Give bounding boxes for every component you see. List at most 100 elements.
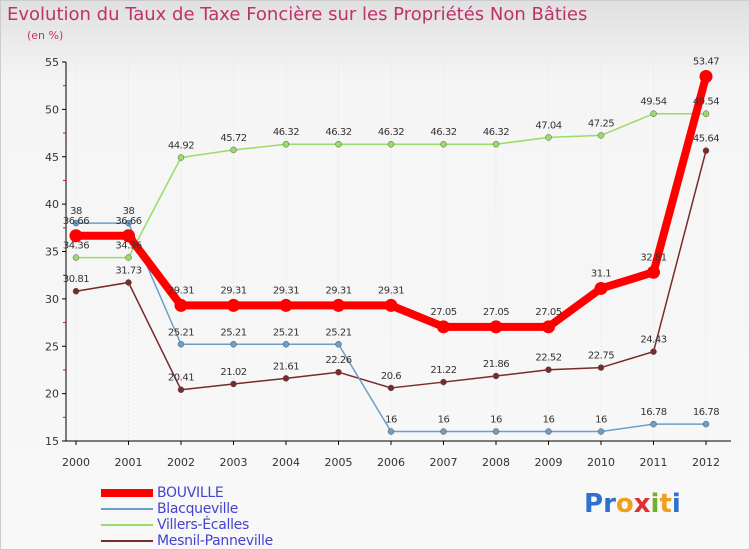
- point-bouville: [437, 320, 450, 334]
- data-label-blacqueville: 16: [490, 415, 502, 426]
- point-blacqueville: [387, 428, 395, 435]
- point-blacqueville: [282, 341, 290, 348]
- data-label-bouville: 53.47: [693, 56, 719, 67]
- point-mesnil: [492, 372, 500, 380]
- point-mesnil: [72, 287, 80, 295]
- point-blacqueville: [440, 428, 447, 435]
- y-tick-label: 45: [45, 151, 59, 164]
- data-label-mesnil: 22.52: [535, 353, 561, 364]
- point-villers: [230, 146, 237, 154]
- data-label-mesnil: 30.81: [63, 274, 89, 285]
- logo-letter: o: [615, 489, 634, 519]
- data-label-blacqueville: 38: [123, 206, 135, 217]
- data-label-mesnil: 20.6: [381, 371, 401, 382]
- logo-letter: r: [603, 489, 616, 519]
- data-label-bouville: 31.1: [591, 268, 611, 279]
- data-label-blacqueville: 16: [543, 415, 555, 426]
- data-label-bouville: 36.66: [115, 216, 141, 227]
- point-mesnil: [597, 364, 605, 371]
- data-label-blacqueville: 16: [385, 415, 397, 426]
- data-label-blacqueville: 16: [438, 415, 450, 426]
- data-label-villers: 46.32: [325, 127, 351, 138]
- point-blacqueville: [335, 341, 342, 348]
- point-mesnil: [125, 279, 132, 286]
- point-bouville: [647, 265, 660, 279]
- x-tick-label: 2002: [167, 456, 195, 469]
- point-villers: [440, 140, 447, 148]
- legend-label-bouville: BOUVILLE: [157, 485, 224, 501]
- legend-swatch-villers: [101, 524, 153, 526]
- x-tick-label: 2007: [430, 456, 458, 469]
- data-label-bouville: 36.66: [63, 216, 89, 227]
- data-label-mesnil: 22.75: [588, 351, 614, 362]
- logo-letter: t: [659, 489, 672, 519]
- data-label-villers: 47.25: [588, 118, 614, 129]
- x-tick-label: 2008: [482, 456, 510, 469]
- point-bouville: [699, 69, 713, 83]
- point-mesnil: [230, 380, 237, 388]
- point-villers: [177, 154, 185, 161]
- point-blacqueville: [545, 428, 552, 435]
- data-label-mesnil: 24.43: [640, 335, 666, 346]
- point-villers: [72, 254, 80, 261]
- chart-title: Evolution du Taux de Taxe Foncière sur l…: [7, 4, 588, 25]
- data-label-villers: 46.32: [273, 127, 299, 138]
- data-label-mesnil: 21.02: [220, 367, 246, 378]
- x-tick-label: 2010: [587, 456, 615, 469]
- point-mesnil: [702, 147, 710, 154]
- data-label-mesnil: 21.86: [483, 359, 509, 370]
- point-villers: [335, 140, 342, 148]
- point-blacqueville: [72, 219, 80, 227]
- legend-label-blacqueville: Blacqueville: [157, 501, 239, 517]
- series-layer: [69, 69, 713, 435]
- point-blacqueville: [650, 420, 657, 428]
- point-blacqueville: [492, 428, 500, 435]
- point-bouville: [332, 298, 345, 312]
- y-tick-label: 25: [45, 340, 59, 353]
- legend-label-villers: Villers-Écalles: [157, 517, 249, 533]
- data-label-bouville: 29.31: [325, 285, 351, 296]
- logo-letter: P: [584, 489, 604, 519]
- data-label-layer: 36.66 36.66 29.31 29.31 29.31 29.31 29.31 27.05…: [63, 56, 720, 426]
- point-bouville: [594, 281, 608, 295]
- data-label-blacqueville: 25.21: [273, 327, 299, 338]
- data-label-mesnil: 20.41: [168, 373, 194, 384]
- data-label-bouville: 29.31: [378, 285, 404, 296]
- data-label-villers: 46.32: [430, 127, 456, 138]
- data-label-bouville: 27.05: [535, 307, 561, 318]
- point-villers: [702, 110, 710, 117]
- data-label-blacqueville: 25.21: [325, 327, 351, 338]
- point-villers: [597, 132, 605, 139]
- point-mesnil: [282, 375, 290, 382]
- point-bouville: [227, 298, 240, 312]
- point-villers: [650, 110, 657, 117]
- point-bouville: [489, 320, 503, 334]
- logo-letter: x: [633, 489, 651, 519]
- y-tick-label: 20: [45, 388, 59, 401]
- x-tick-label: 2009: [535, 456, 563, 469]
- data-label-blacqueville: 25.21: [220, 327, 246, 338]
- data-label-villers: 34.36: [115, 241, 141, 252]
- point-villers: [282, 140, 290, 148]
- data-label-bouville: 29.31: [273, 285, 299, 296]
- point-mesnil: [177, 386, 185, 393]
- data-label-villers: 44.92: [168, 141, 194, 152]
- data-label-blacqueville: 16: [595, 415, 607, 426]
- data-label-bouville: 29.31: [168, 285, 194, 296]
- point-bouville: [122, 229, 135, 243]
- y-tick-label: 40: [45, 198, 59, 211]
- data-label-mesnil: 45.64: [693, 134, 719, 145]
- y-tick-label: 30: [45, 293, 59, 306]
- chart-subtitle: (en %): [27, 29, 64, 42]
- point-blacqueville: [702, 420, 710, 428]
- point-blacqueville: [177, 341, 185, 348]
- data-label-villers: 49.54: [693, 97, 719, 108]
- x-tick-label: 2003: [220, 456, 248, 469]
- x-tick-label: 2012: [692, 456, 720, 469]
- y-tick-label: 15: [45, 435, 59, 448]
- x-tick-label: 2001: [115, 456, 143, 469]
- point-bouville: [384, 298, 398, 312]
- proxiti-logo: Proxiti: [584, 489, 681, 519]
